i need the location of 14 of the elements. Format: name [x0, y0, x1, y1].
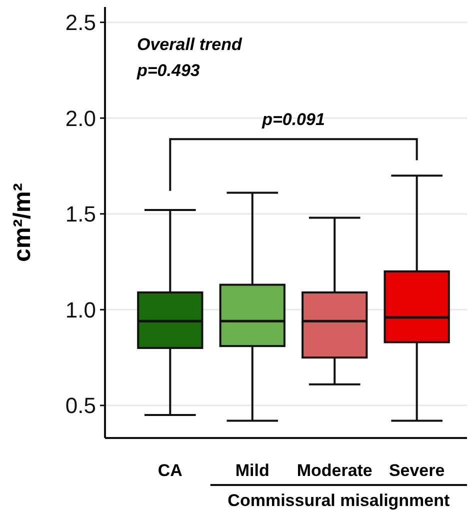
x-axis-title: Commissural misalignment: [228, 490, 450, 510]
x-tick-label: Severe: [388, 460, 445, 480]
annotation: p=0.091: [261, 110, 325, 129]
y-tick-label: 1.0: [65, 297, 96, 322]
y-tick-label: 0.5: [65, 393, 96, 418]
x-tick-label: Moderate: [296, 460, 372, 480]
x-tick-label: Mild: [235, 460, 270, 480]
annotation: p=0.493: [136, 61, 200, 80]
annotation: Overall trend: [137, 35, 242, 54]
y-tick-label: 2.5: [65, 10, 96, 36]
y-tick-label: 2.0: [65, 106, 96, 131]
x-tick-label: CA: [158, 460, 182, 480]
y-axis-title: cm²/m²: [9, 183, 36, 262]
y-tick-label: 1.5: [65, 202, 96, 227]
